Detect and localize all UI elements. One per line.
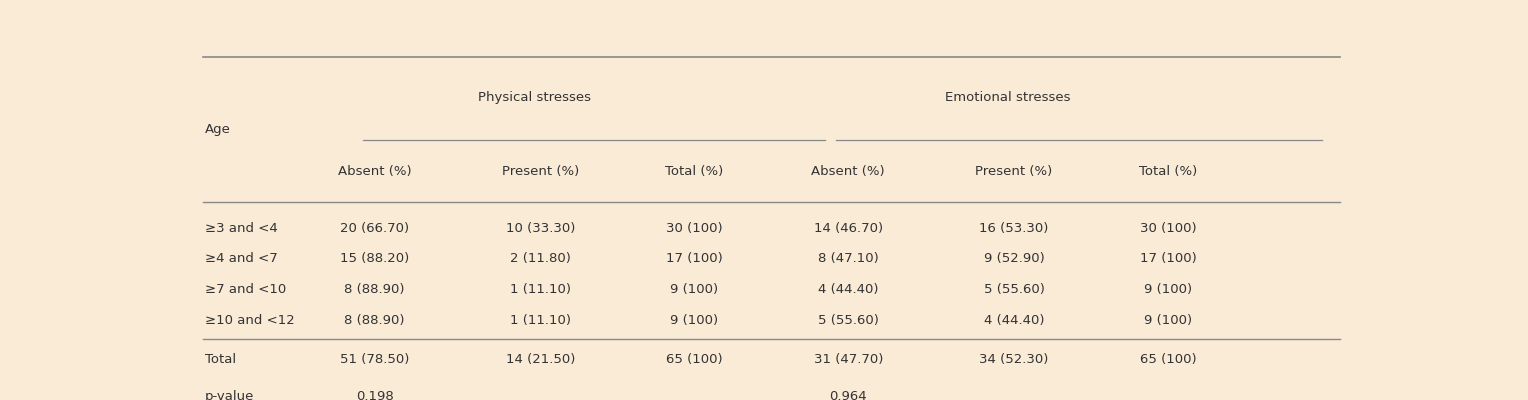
Text: 30 (100): 30 (100) bbox=[1140, 222, 1196, 235]
Text: Age: Age bbox=[205, 123, 231, 136]
Text: 9 (100): 9 (100) bbox=[1144, 283, 1192, 296]
Text: 17 (100): 17 (100) bbox=[666, 252, 723, 266]
Text: 20 (66.70): 20 (66.70) bbox=[341, 222, 410, 235]
Text: ≥10 and <12: ≥10 and <12 bbox=[205, 314, 295, 327]
Text: 16 (53.30): 16 (53.30) bbox=[979, 222, 1048, 235]
Text: Total: Total bbox=[205, 352, 237, 366]
Text: Emotional stresses: Emotional stresses bbox=[946, 91, 1071, 104]
Text: 9 (52.90): 9 (52.90) bbox=[984, 252, 1045, 266]
Text: 1 (11.10): 1 (11.10) bbox=[510, 283, 571, 296]
Text: Absent (%): Absent (%) bbox=[811, 165, 885, 178]
Text: Absent (%): Absent (%) bbox=[338, 165, 411, 178]
Text: Present (%): Present (%) bbox=[975, 165, 1053, 178]
Text: ≥7 and <10: ≥7 and <10 bbox=[205, 283, 286, 296]
Text: p-value: p-value bbox=[205, 390, 255, 400]
Text: 4 (44.40): 4 (44.40) bbox=[984, 314, 1044, 327]
Text: 4 (44.40): 4 (44.40) bbox=[817, 283, 879, 296]
Text: 17 (100): 17 (100) bbox=[1140, 252, 1196, 266]
Text: 8 (88.90): 8 (88.90) bbox=[344, 314, 405, 327]
Text: 14 (46.70): 14 (46.70) bbox=[814, 222, 883, 235]
Text: 10 (33.30): 10 (33.30) bbox=[506, 222, 575, 235]
Text: ≥4 and <7: ≥4 and <7 bbox=[205, 252, 278, 266]
Text: 9 (100): 9 (100) bbox=[671, 314, 718, 327]
Text: Physical stresses: Physical stresses bbox=[478, 91, 591, 104]
Text: 1 (11.10): 1 (11.10) bbox=[510, 314, 571, 327]
Text: 31 (47.70): 31 (47.70) bbox=[813, 352, 883, 366]
Text: 30 (100): 30 (100) bbox=[666, 222, 723, 235]
Text: 8 (88.90): 8 (88.90) bbox=[344, 283, 405, 296]
Text: 9 (100): 9 (100) bbox=[1144, 314, 1192, 327]
Text: 5 (55.60): 5 (55.60) bbox=[984, 283, 1045, 296]
Text: 5 (55.60): 5 (55.60) bbox=[817, 314, 879, 327]
Text: 65 (100): 65 (100) bbox=[666, 352, 723, 366]
Text: 9 (100): 9 (100) bbox=[671, 283, 718, 296]
Text: 15 (88.20): 15 (88.20) bbox=[339, 252, 410, 266]
Text: ≥3 and <4: ≥3 and <4 bbox=[205, 222, 278, 235]
Text: 14 (21.50): 14 (21.50) bbox=[506, 352, 575, 366]
Text: Total (%): Total (%) bbox=[1138, 165, 1196, 178]
Text: Total (%): Total (%) bbox=[665, 165, 723, 178]
Text: 2 (11.80): 2 (11.80) bbox=[510, 252, 571, 266]
Text: 0.198: 0.198 bbox=[356, 390, 393, 400]
Text: 8 (47.10): 8 (47.10) bbox=[817, 252, 879, 266]
Text: 51 (78.50): 51 (78.50) bbox=[339, 352, 410, 366]
Text: Present (%): Present (%) bbox=[501, 165, 579, 178]
Text: 0.964: 0.964 bbox=[830, 390, 866, 400]
Text: 65 (100): 65 (100) bbox=[1140, 352, 1196, 366]
Text: 34 (52.30): 34 (52.30) bbox=[979, 352, 1048, 366]
